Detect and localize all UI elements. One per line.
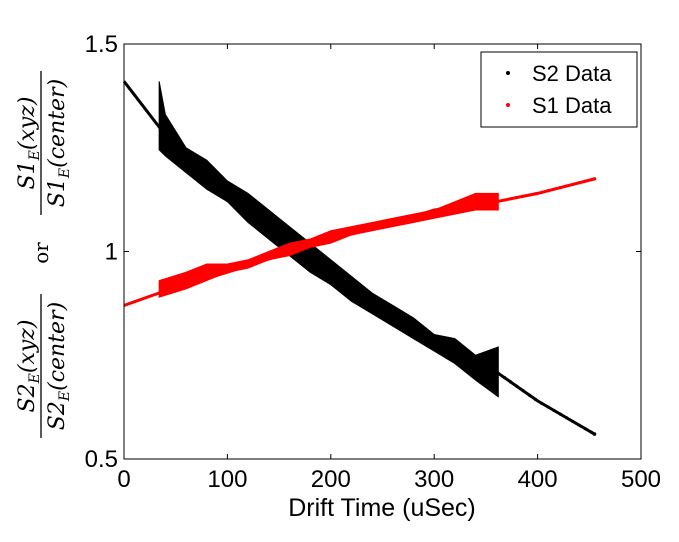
x-tick-label: 500 — [621, 466, 661, 493]
data-point — [592, 177, 597, 181]
y-tick-label: 1.5 — [85, 31, 118, 58]
legend: S2 Data S1 Data — [480, 51, 638, 128]
svg-text:S1E(center): S1E(center) — [45, 79, 73, 207]
data-point — [496, 371, 500, 375]
s2-den-sub: E — [57, 391, 73, 402]
data-point — [521, 194, 525, 198]
data-point — [540, 190, 544, 194]
data-point — [583, 179, 587, 183]
x-tick-label: 200 — [311, 466, 351, 493]
s2-num-arg: (xyz) — [15, 320, 40, 374]
y-tick-label: 0.5 — [85, 446, 118, 473]
data-point — [589, 178, 593, 182]
data-point — [521, 389, 525, 393]
legend-entry-s1: S1 Data — [506, 93, 612, 118]
data-point — [502, 198, 507, 202]
data-point — [546, 405, 550, 409]
data-point — [571, 182, 575, 187]
s2-num: S2 — [15, 383, 40, 412]
series-layer — [122, 80, 597, 436]
data-point — [583, 427, 587, 431]
svg-text:S2E(xyz): S2E(xyz) — [15, 320, 43, 413]
ticks-layer: 0 100 200 300 400 500 0.5 1 1.5 — [85, 31, 661, 493]
data-point — [552, 408, 556, 413]
data-point — [546, 189, 550, 193]
data-point — [533, 397, 538, 402]
svg-text:S1E(xyz): S1E(xyz) — [15, 97, 43, 190]
series-band — [158, 81, 499, 398]
data-point — [564, 416, 569, 420]
data-point — [527, 393, 531, 397]
x-axis-label: Drift Time (uSec) — [288, 494, 476, 522]
data-point — [558, 185, 562, 190]
y-axis-label-or: or — [29, 242, 53, 264]
legend-marker-s2 — [506, 71, 510, 75]
svg-text:S2E(center): S2E(center) — [45, 302, 73, 430]
data-point — [515, 195, 519, 200]
data-point — [533, 192, 538, 196]
s1-den-sub: E — [57, 168, 73, 179]
data-point — [509, 380, 513, 384]
s2-den-arg: (center) — [45, 302, 70, 391]
data-point — [540, 401, 544, 405]
legend-entry-s2: S2 Data — [506, 61, 612, 86]
s2-num-sub: E — [27, 373, 43, 384]
s2-den: S2 — [45, 401, 70, 430]
data-point — [509, 197, 513, 201]
data-point — [552, 187, 556, 191]
s1-num-sub: E — [27, 150, 43, 161]
s1-num-arg: (xyz) — [15, 97, 40, 151]
data-point — [592, 432, 597, 436]
data-point — [589, 430, 593, 434]
legend-label-s1: S1 Data — [532, 93, 612, 118]
x-tick-label: 100 — [207, 466, 247, 493]
data-point — [496, 199, 500, 203]
data-point — [571, 419, 575, 424]
series-s2 — [122, 80, 597, 436]
data-point — [558, 412, 562, 416]
legend-marker-s1 — [506, 103, 510, 107]
y-axis-label-s2-fraction: S2E(xyz) S2E(center) — [15, 294, 73, 438]
legend-box — [480, 51, 638, 128]
y-axis-label-s1-fraction: S1E(xyz) S1E(center) — [15, 71, 73, 215]
data-point — [564, 184, 569, 188]
data-point — [527, 193, 531, 197]
x-tick-label: 0 — [117, 466, 130, 493]
data-point — [502, 376, 507, 380]
s1-num: S1 — [15, 160, 40, 189]
data-point — [577, 423, 581, 427]
s1-den: S1 — [45, 178, 70, 207]
y-axis-label: S2E(xyz) S2E(center) or S1E(xyz) S1E(cen… — [15, 71, 73, 438]
data-point — [577, 181, 581, 185]
x-tick-label: 300 — [414, 466, 454, 493]
legend-label-s2: S2 Data — [532, 61, 612, 86]
data-point — [515, 384, 519, 388]
series-s1 — [123, 177, 597, 307]
y-tick-label: 1 — [105, 239, 118, 266]
x-tick-label: 400 — [518, 466, 558, 493]
s1-den-arg: (center) — [45, 79, 70, 168]
